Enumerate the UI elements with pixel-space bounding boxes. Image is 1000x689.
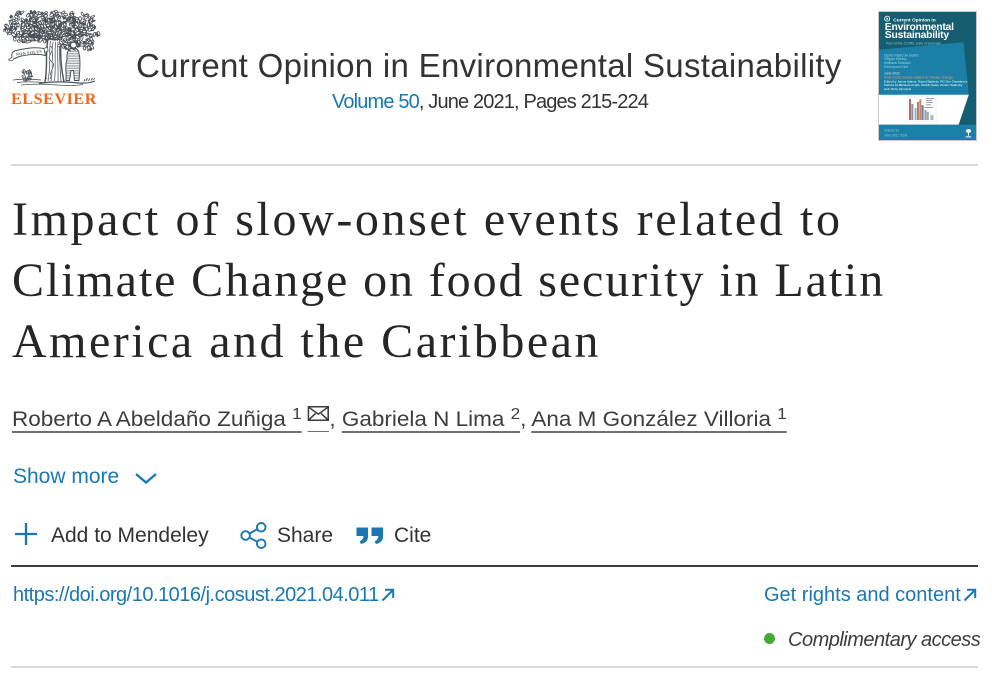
svg-text:Sustainability: Sustainability	[885, 30, 950, 41]
svg-text:andr Zinby Zjmrwets: andr Zinby Zjmrwets	[884, 87, 912, 91]
svg-text:Volume 50: Volume 50	[884, 129, 899, 133]
svg-text:Environmental: Environmental	[885, 22, 954, 33]
svg-text:Vivippn Ebetqs: Vivippn Ebetqs	[884, 57, 907, 61]
svg-text:Patricia Fa Bbrauds Arrajls, M: Patricia Fa Bbrauds Arrajls, Moddri Sais…	[884, 83, 963, 87]
svg-text:Edited by Jamns Adams, Roped B: Edited by Jamns Adams, Roped Bglande, PG…	[884, 80, 968, 84]
svg-text:Slow Onset Events related to C: Slow Onset Events related to Climate Cha…	[884, 75, 953, 79]
svg-text:June 2021 ISSN: June 2021 ISSN	[884, 133, 908, 137]
svg-text:NON SOLUS: NON SOLUS	[16, 49, 43, 57]
svg-text:Ujjsho PaulCow Dobbs: Ujjsho PaulCow Dobbs	[884, 53, 919, 57]
svg-text:Willbarw Soleadci: Willbarw Soleadci	[884, 61, 911, 65]
svg-text:Current Opinion in: Current Opinion in	[893, 18, 935, 24]
svg-text:June 2021: June 2021	[884, 72, 900, 76]
svg-text:Part of the COiRE suite of jou: Part of the COiRE suite of journals	[886, 42, 941, 46]
svg-text:EditorsonoChief: EditorsonoChief	[884, 65, 908, 69]
